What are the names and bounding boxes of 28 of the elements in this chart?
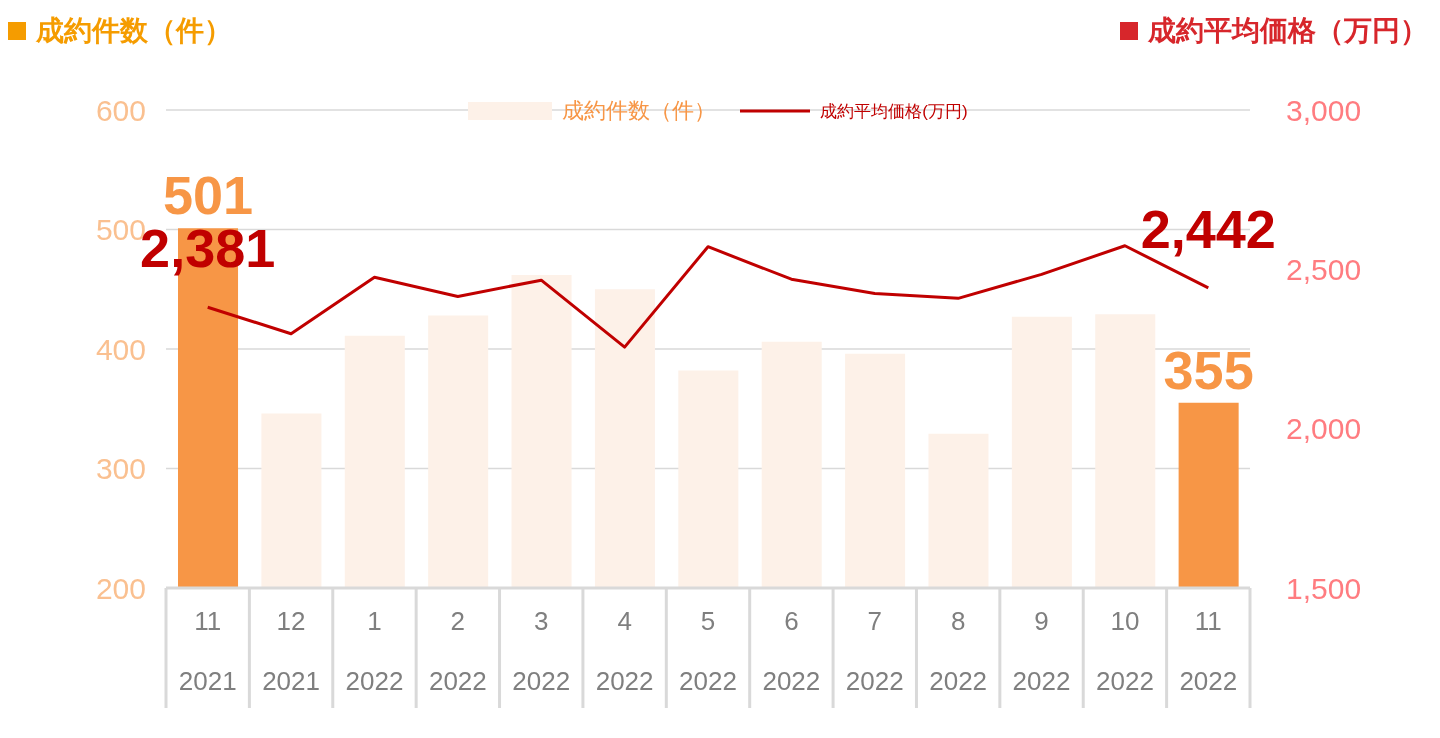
x-tick-label: 5 2022 xyxy=(679,606,737,696)
y2-tick-label: 2,000 xyxy=(1286,412,1362,446)
x-tick-label: 1 2022 xyxy=(345,606,404,696)
data-label: 501 xyxy=(162,165,254,226)
legend-label: 成約平均価格(万円) xyxy=(820,100,968,123)
x-tick-label: 7 2022 xyxy=(845,606,904,696)
x-tick-label: 12 2021 xyxy=(262,606,320,696)
y-axis-title: 成約件数（件） xyxy=(36,14,232,48)
legend-label: 成約件数（件） xyxy=(562,97,717,125)
y2-tick-label: 1,500 xyxy=(1286,571,1362,605)
x-tick-label: 10 2022 xyxy=(1096,606,1154,696)
y-tick-label: 400 xyxy=(95,332,146,366)
x-tick-label: 4 2022 xyxy=(595,606,654,696)
x-tick-label: 9 2022 xyxy=(1012,606,1071,696)
y2-tick-label: 3,000 xyxy=(1286,93,1362,127)
data-label: 2,442 xyxy=(1140,198,1276,259)
data-label: 355 xyxy=(1163,339,1254,400)
x-tick-label: 8 2022 xyxy=(929,606,988,696)
y2-tick-label: 2,500 xyxy=(1286,252,1362,286)
x-tick-label: 11 2022 xyxy=(1179,606,1238,696)
y-tick-label: 600 xyxy=(95,93,146,127)
x-tick-label: 11 2021 xyxy=(178,606,237,696)
x-tick-label: 3 2022 xyxy=(512,606,571,696)
y-tick-label: 300 xyxy=(95,452,146,486)
x-tick-label: 6 2022 xyxy=(762,606,821,696)
y-tick-label: 200 xyxy=(95,571,146,605)
x-tick-label: 2 2022 xyxy=(428,606,487,696)
y2-axis-title: 成約平均価格（万円） xyxy=(1148,14,1428,48)
